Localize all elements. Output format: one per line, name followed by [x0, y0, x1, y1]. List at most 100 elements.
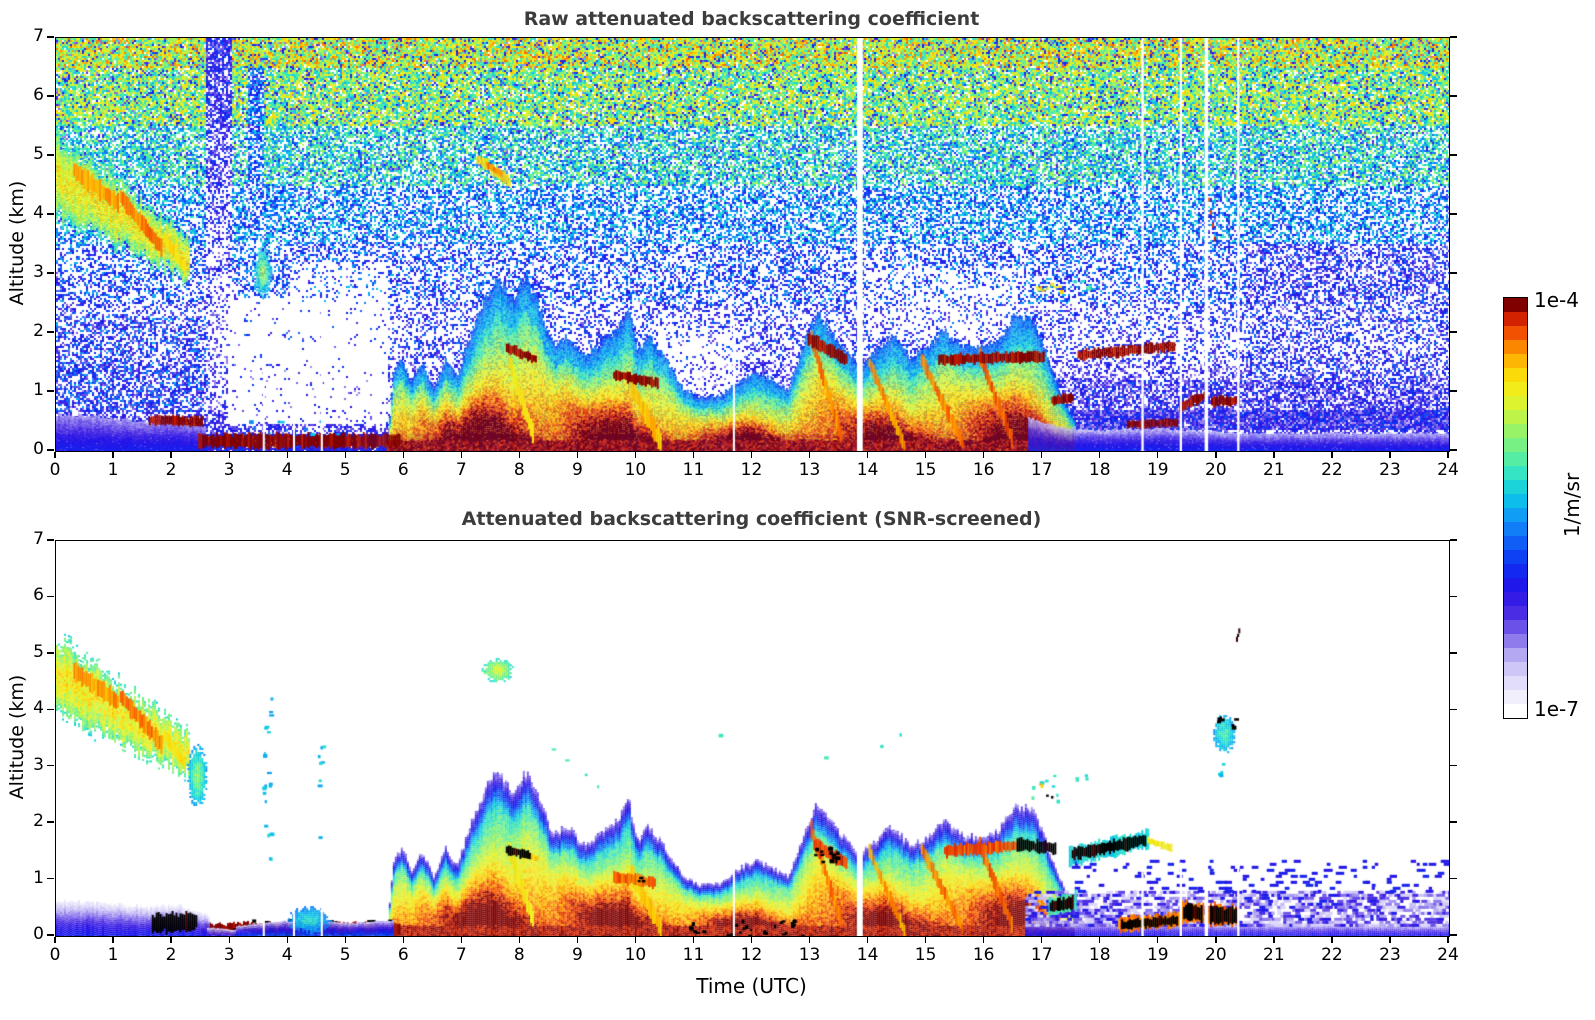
x-tick-label: 4: [281, 460, 293, 480]
x-tick-label: 3: [223, 945, 235, 965]
x-tick-mark: [344, 936, 346, 943]
x-tick-label: 16: [972, 945, 995, 965]
y-tick-label: 2: [33, 811, 44, 832]
y-tick-mark-right: [1449, 95, 1457, 97]
plot-area-screened: [55, 540, 1450, 937]
x-tick-label: 12: [740, 945, 763, 965]
plot-area-raw: [55, 37, 1450, 452]
x-tick-label: 15: [914, 460, 937, 480]
x-tick-label: 18: [1088, 945, 1111, 965]
x-tick-mark: [1157, 451, 1159, 458]
y-tick-label: 3: [33, 754, 44, 775]
y-tick-mark-right: [1449, 272, 1457, 274]
y-tick-mark-right: [1449, 36, 1457, 38]
x-tick-label: 11: [682, 460, 705, 480]
y-tick-mark-right: [1449, 213, 1457, 215]
x-tick-label: 0: [49, 945, 61, 965]
x-tick-mark: [634, 451, 637, 458]
y-tick-mark-right: [1449, 539, 1457, 541]
y-tick-label: 0: [33, 439, 44, 459]
y-tick-mark: [46, 821, 54, 823]
x-tick-mark: [228, 451, 230, 458]
x-tick-mark: [1041, 451, 1043, 458]
y-tick-label: 1: [33, 867, 44, 888]
x-tick-label: 24: [1437, 945, 1459, 965]
x-tick-mark: [1215, 451, 1217, 458]
x-tick-label: 22: [1321, 945, 1343, 965]
y-tick-mark-right: [1449, 652, 1457, 654]
x-tick-label: 1: [107, 460, 119, 480]
x-tick-label: 23: [1379, 460, 1401, 480]
y-axis-label-raw: Altitude (km): [6, 180, 28, 306]
x-tick-mark: [692, 451, 695, 458]
y-tick-label: 1: [33, 380, 44, 400]
y-tick-label: 0: [33, 924, 44, 944]
x-tick-mark: [518, 451, 521, 458]
x-tick-label: 6: [397, 945, 409, 965]
x-tick-label: 20: [1205, 945, 1227, 965]
x-tick-label: 2: [165, 460, 177, 480]
x-tick-mark: [866, 936, 869, 943]
y-tick-mark: [46, 765, 54, 767]
x-tick-label: 18: [1088, 460, 1111, 480]
x-tick-mark: [750, 451, 753, 458]
y-tick-label: 2: [33, 321, 44, 341]
y-tick-label: 7: [33, 529, 44, 549]
x-tick-label: 21: [1263, 460, 1285, 480]
y-tick-label: 6: [33, 85, 44, 105]
x-tick-label: 13: [798, 460, 821, 480]
y-axis-label-screened: Altitude (km): [6, 674, 28, 800]
x-tick-mark: [634, 936, 637, 943]
x-tick-mark: [1389, 936, 1391, 943]
x-tick-mark: [344, 451, 346, 458]
y-tick-mark: [46, 595, 54, 598]
y-tick-mark-right: [1449, 765, 1457, 767]
x-tick-label: 2: [165, 945, 177, 965]
y-tick-label: 7: [33, 26, 44, 46]
heatmap-canvas-screened: [56, 541, 1449, 936]
panel-title-screened: Attenuated backscattering coefficient (S…: [461, 508, 1042, 530]
colorbar-max-label: 1e-4: [1534, 288, 1579, 312]
x-axis-label: Time (UTC): [696, 974, 807, 998]
panel-title-raw: Raw attenuated backscattering coefficien…: [523, 8, 980, 30]
y-tick-mark-right: [1449, 390, 1457, 392]
y-tick-mark-right: [1449, 449, 1457, 451]
y-tick-label: 6: [33, 585, 44, 606]
y-tick-mark-right: [1449, 331, 1457, 333]
y-tick-mark-right: [1449, 154, 1457, 156]
x-tick-label: 24: [1437, 460, 1459, 480]
x-tick-label: 5: [339, 460, 351, 480]
x-tick-mark: [925, 936, 927, 943]
y-tick-mark: [46, 652, 54, 654]
colorbar-unit-label: 1/m/sr: [1560, 472, 1584, 538]
x-tick-label: 7: [455, 460, 467, 480]
x-tick-mark: [866, 451, 869, 458]
x-tick-mark: [1447, 936, 1449, 943]
y-tick-mark: [46, 154, 54, 156]
x-tick-mark: [460, 451, 462, 458]
x-tick-label: 22: [1321, 460, 1343, 480]
x-tick-label: 16: [972, 460, 995, 480]
x-tick-label: 14: [856, 945, 879, 965]
x-tick-mark: [54, 451, 56, 458]
x-tick-label: 15: [914, 945, 937, 965]
x-tick-mark: [402, 936, 404, 943]
y-tick-label: 4: [33, 698, 44, 719]
y-tick-mark: [46, 708, 54, 710]
x-tick-mark: [1389, 451, 1391, 458]
x-tick-mark: [518, 936, 521, 943]
x-tick-mark: [228, 936, 230, 943]
y-tick-label: 5: [33, 641, 44, 662]
x-tick-label: 13: [798, 945, 821, 965]
x-tick-label: 12: [740, 460, 763, 480]
x-tick-mark: [112, 936, 114, 943]
y-tick-mark-right: [1449, 934, 1457, 936]
x-tick-mark: [1273, 451, 1275, 458]
y-tick-mark-right: [1449, 821, 1457, 823]
x-tick-label: 14: [856, 460, 879, 480]
y-tick-mark: [46, 331, 54, 333]
x-tick-mark: [1331, 451, 1333, 458]
x-tick-label: 9: [571, 945, 583, 965]
x-tick-label: 0: [49, 460, 61, 480]
